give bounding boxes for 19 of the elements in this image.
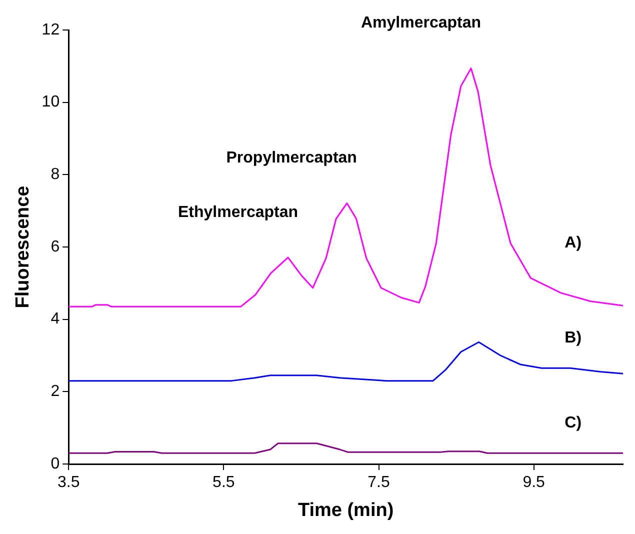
y-tick-label: 6 — [50, 238, 60, 256]
text: A) — [564, 234, 582, 252]
x-tick-label: 5.5 — [212, 474, 235, 492]
annotation: Amylmercaptan — [360, 14, 482, 32]
annotation: Ethylmercaptan — [178, 204, 298, 221]
x-tick-label: 9.5 — [522, 474, 546, 492]
annotation: Propylmercaptan — [226, 150, 357, 167]
x-axis-title: Time (min) — [298, 500, 394, 521]
series-label: C) — [564, 414, 582, 432]
y-tick-label: 8 — [50, 166, 60, 184]
x-tick-label: 7.5 — [368, 474, 390, 492]
y-tick-label: 0 — [50, 455, 60, 472]
series-label: B) — [564, 330, 582, 347]
y-tick-label: 4 — [50, 310, 60, 328]
y-tick-label: 10 — [42, 94, 60, 111]
x-tick-label: 3.5 — [57, 474, 80, 492]
y-axis-title: Fluorescence — [12, 186, 34, 308]
y-tick-label: 12 — [42, 21, 60, 38]
y-tick-label: 2 — [50, 383, 60, 400]
